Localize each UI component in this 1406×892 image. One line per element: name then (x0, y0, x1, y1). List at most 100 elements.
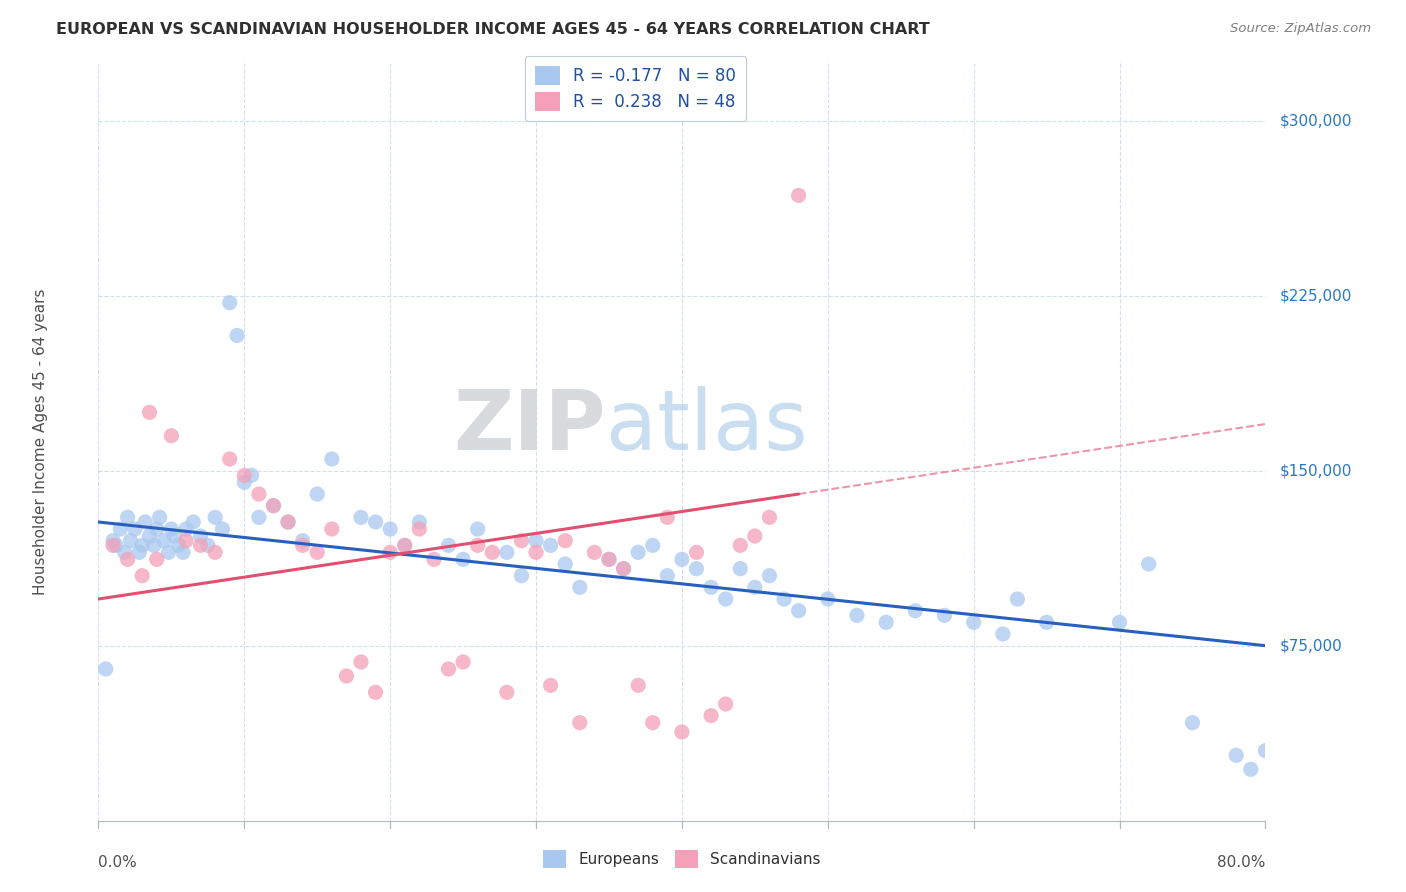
Point (380, 522, 402, 536)
Text: EUROPEAN VS SCANDINAVIAN HOUSEHOLDER INCOME AGES 45 - 64 YEARS CORRELATION CHART: EUROPEAN VS SCANDINAVIAN HOUSEHOLDER INC… (56, 22, 929, 37)
Text: ZIP: ZIP (454, 386, 606, 467)
Point (627, 545, 650, 559)
Point (364, 685, 387, 699)
Point (467, 538, 489, 552)
Point (247, 510, 270, 524)
Point (1108, 615, 1130, 630)
Point (163, 529, 186, 543)
Point (134, 515, 156, 529)
Text: $300,000: $300,000 (1279, 113, 1351, 128)
Point (291, 533, 314, 548)
Point (263, 499, 285, 513)
Point (467, 522, 489, 536)
Point (94, 662, 117, 676)
Point (524, 533, 547, 548)
Point (101, 538, 124, 552)
Point (685, 545, 707, 559)
Point (160, 522, 183, 536)
Point (583, 545, 606, 559)
Point (1035, 615, 1057, 630)
Point (226, 328, 249, 343)
Point (277, 515, 299, 529)
Point (321, 452, 343, 467)
Point (131, 538, 153, 552)
Point (142, 538, 165, 552)
Point (700, 708, 723, 723)
Point (787, 188, 810, 202)
Point (744, 580, 766, 594)
Point (1254, 744, 1277, 758)
Point (174, 522, 197, 536)
Point (146, 522, 169, 536)
Point (408, 522, 430, 536)
Point (554, 533, 576, 548)
Point (233, 468, 256, 483)
Point (218, 452, 240, 467)
Point (568, 715, 591, 730)
Point (730, 538, 752, 552)
Point (128, 545, 150, 559)
Point (167, 538, 190, 552)
Point (190, 529, 212, 543)
Point (364, 515, 387, 529)
Point (1225, 748, 1247, 763)
Point (627, 678, 650, 692)
Point (110, 522, 132, 536)
Legend: Europeans, Scandinavians: Europeans, Scandinavians (537, 844, 827, 873)
Point (181, 515, 204, 529)
Point (540, 538, 562, 552)
Point (1240, 762, 1263, 776)
Point (613, 562, 636, 576)
Point (277, 515, 299, 529)
Point (510, 533, 533, 548)
Point (437, 662, 460, 676)
Text: $75,000: $75,000 (1279, 638, 1343, 653)
Point (787, 604, 810, 618)
Point (240, 468, 263, 483)
Point (172, 545, 194, 559)
Text: $150,000: $150,000 (1279, 463, 1351, 478)
Point (204, 510, 226, 524)
Point (1181, 715, 1204, 730)
Point (124, 522, 146, 536)
Point (190, 538, 212, 552)
Point (496, 685, 519, 699)
Point (321, 522, 343, 536)
Point (700, 580, 723, 594)
Point (524, 545, 547, 559)
Point (291, 538, 314, 552)
Point (451, 552, 474, 566)
Point (568, 580, 591, 594)
Point (657, 568, 679, 582)
Point (730, 562, 752, 576)
Point (641, 538, 664, 552)
Point (408, 515, 430, 529)
Point (233, 475, 256, 490)
Point (934, 608, 956, 623)
Point (554, 557, 576, 571)
Point (714, 592, 737, 607)
Point (394, 538, 416, 552)
Point (1137, 557, 1160, 571)
Point (451, 655, 474, 669)
Point (510, 568, 533, 582)
Point (380, 545, 402, 559)
Text: Householder Income Ages 45 - 64 years: Householder Income Ages 45 - 64 years (32, 288, 48, 595)
Point (263, 499, 285, 513)
Point (307, 487, 329, 501)
Point (758, 568, 780, 582)
Point (146, 552, 169, 566)
Point (671, 552, 693, 566)
Point (991, 627, 1014, 641)
Point (671, 725, 693, 739)
Point (160, 428, 183, 442)
Point (120, 533, 142, 548)
Point (598, 552, 620, 566)
Text: $225,000: $225,000 (1279, 288, 1351, 303)
Point (904, 604, 927, 618)
Point (138, 529, 160, 543)
Text: 0.0%: 0.0% (98, 855, 138, 870)
Point (350, 655, 373, 669)
Point (598, 552, 620, 566)
Point (174, 533, 197, 548)
